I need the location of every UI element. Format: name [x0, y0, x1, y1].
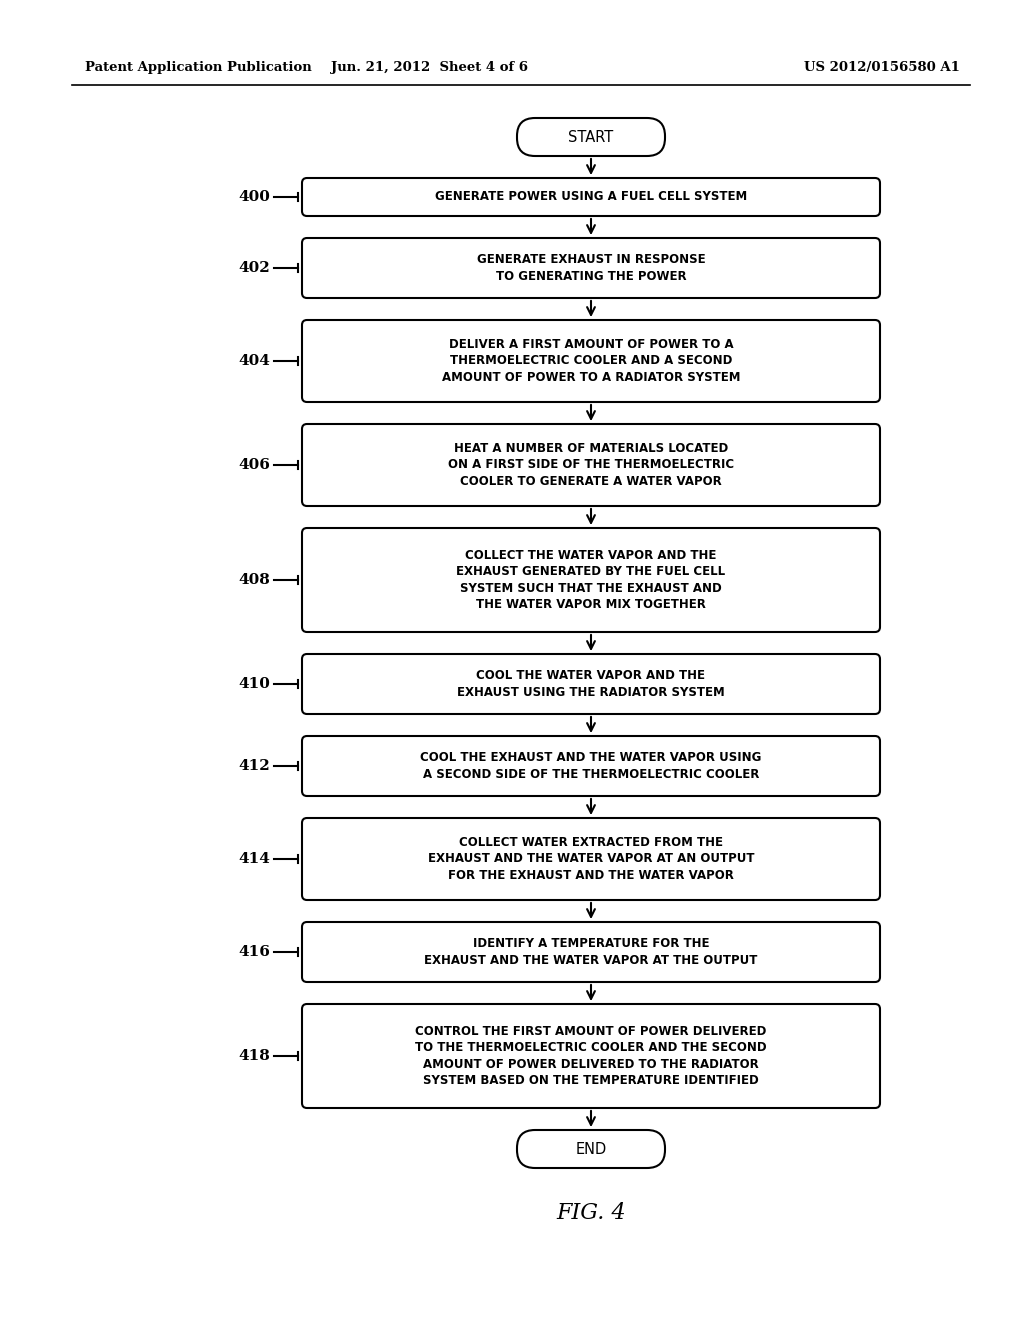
Text: 406: 406: [239, 458, 270, 473]
Text: END: END: [575, 1142, 606, 1156]
Text: 418: 418: [239, 1049, 270, 1063]
Text: COLLECT WATER EXTRACTED FROM THE
EXHAUST AND THE WATER VAPOR AT AN OUTPUT
FOR TH: COLLECT WATER EXTRACTED FROM THE EXHAUST…: [428, 836, 755, 882]
FancyBboxPatch shape: [302, 528, 880, 632]
Text: Patent Application Publication: Patent Application Publication: [85, 62, 311, 74]
Text: US 2012/0156580 A1: US 2012/0156580 A1: [804, 62, 961, 74]
Text: 414: 414: [239, 851, 270, 866]
FancyBboxPatch shape: [302, 653, 880, 714]
Text: COOL THE EXHAUST AND THE WATER VAPOR USING
A SECOND SIDE OF THE THERMOELECTRIC C: COOL THE EXHAUST AND THE WATER VAPOR USI…: [420, 751, 762, 780]
FancyBboxPatch shape: [302, 178, 880, 216]
Text: CONTROL THE FIRST AMOUNT OF POWER DELIVERED
TO THE THERMOELECTRIC COOLER AND THE: CONTROL THE FIRST AMOUNT OF POWER DELIVE…: [415, 1024, 767, 1088]
Text: Jun. 21, 2012  Sheet 4 of 6: Jun. 21, 2012 Sheet 4 of 6: [332, 62, 528, 74]
Text: GENERATE EXHAUST IN RESPONSE
TO GENERATING THE POWER: GENERATE EXHAUST IN RESPONSE TO GENERATI…: [477, 253, 706, 282]
FancyBboxPatch shape: [302, 737, 880, 796]
FancyBboxPatch shape: [517, 1130, 665, 1168]
Text: 408: 408: [239, 573, 270, 587]
Text: HEAT A NUMBER OF MATERIALS LOCATED
ON A FIRST SIDE OF THE THERMOELECTRIC
COOLER : HEAT A NUMBER OF MATERIALS LOCATED ON A …: [447, 442, 734, 488]
FancyBboxPatch shape: [302, 238, 880, 298]
Text: IDENTIFY A TEMPERATURE FOR THE
EXHAUST AND THE WATER VAPOR AT THE OUTPUT: IDENTIFY A TEMPERATURE FOR THE EXHAUST A…: [424, 937, 758, 966]
Text: 402: 402: [239, 261, 270, 275]
Text: GENERATE POWER USING A FUEL CELL SYSTEM: GENERATE POWER USING A FUEL CELL SYSTEM: [435, 190, 748, 203]
FancyBboxPatch shape: [302, 424, 880, 506]
FancyBboxPatch shape: [302, 921, 880, 982]
Text: DELIVER A FIRST AMOUNT OF POWER TO A
THERMOELECTRIC COOLER AND A SECOND
AMOUNT O: DELIVER A FIRST AMOUNT OF POWER TO A THE…: [441, 338, 740, 384]
Text: 400: 400: [239, 190, 270, 205]
FancyBboxPatch shape: [302, 319, 880, 403]
Text: COLLECT THE WATER VAPOR AND THE
EXHAUST GENERATED BY THE FUEL CELL
SYSTEM SUCH T: COLLECT THE WATER VAPOR AND THE EXHAUST …: [457, 549, 726, 611]
FancyBboxPatch shape: [302, 1005, 880, 1107]
Text: 412: 412: [239, 759, 270, 774]
Text: START: START: [568, 129, 613, 144]
Text: 404: 404: [239, 354, 270, 368]
FancyBboxPatch shape: [302, 818, 880, 900]
Text: 416: 416: [239, 945, 270, 960]
Text: FIG. 4: FIG. 4: [556, 1203, 626, 1224]
Text: COOL THE WATER VAPOR AND THE
EXHAUST USING THE RADIATOR SYSTEM: COOL THE WATER VAPOR AND THE EXHAUST USI…: [457, 669, 725, 698]
Text: 410: 410: [239, 677, 270, 690]
FancyBboxPatch shape: [517, 117, 665, 156]
